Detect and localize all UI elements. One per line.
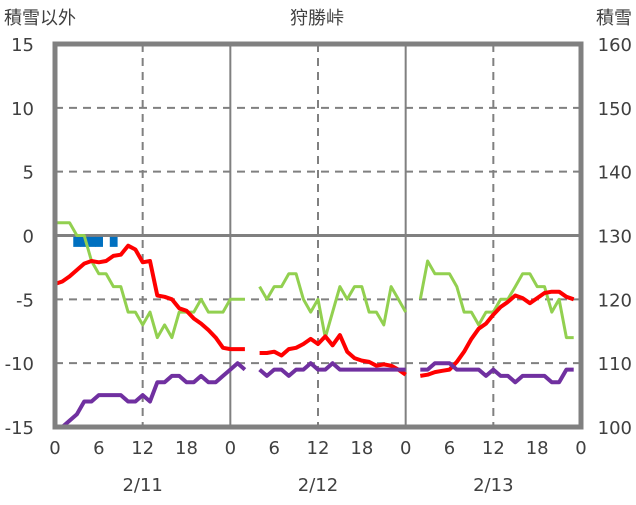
x-tick-label: 0 — [49, 438, 60, 459]
gridlines — [55, 44, 581, 427]
x-tick-label: 6 — [93, 438, 104, 459]
right-tick-label: 130 — [598, 227, 632, 248]
x-tick-label: 6 — [268, 438, 279, 459]
blue-marker — [73, 236, 82, 247]
x-tick-label: 18 — [526, 438, 549, 459]
left-tick-label: 10 — [11, 99, 34, 120]
right-tick-label: 150 — [598, 99, 632, 120]
x-tick-label: 0 — [575, 438, 586, 459]
x-tick-label: 0 — [400, 438, 411, 459]
plot-frame — [52, 41, 584, 430]
x-tick-label: 12 — [307, 438, 330, 459]
green-series-line — [418, 259, 574, 340]
x-tick-label: 6 — [444, 438, 455, 459]
right-tick-label: 140 — [598, 163, 632, 184]
series-layer — [54, 221, 575, 429]
left-tick-label: -10 — [5, 354, 34, 375]
red-series-line — [259, 333, 407, 377]
purple-series-line — [55, 361, 247, 429]
blue-marker — [109, 236, 118, 247]
left-tick-label: 0 — [23, 227, 34, 248]
x-tick-label: 18 — [175, 438, 198, 459]
date-label: 2/13 — [473, 475, 513, 496]
green-series-line — [55, 221, 245, 340]
blue-marker — [87, 236, 96, 247]
x-tick-label: 12 — [131, 438, 154, 459]
red-series-line — [419, 289, 575, 378]
red-series-line — [54, 243, 245, 352]
right-axis-title: 積雪 — [596, 8, 632, 29]
date-label: 2/11 — [122, 475, 162, 496]
right-tick-label: 100 — [598, 418, 632, 439]
right-tick-label: 120 — [598, 290, 632, 311]
chart-title: 狩勝峠 — [290, 8, 344, 29]
blue-marker — [95, 236, 103, 247]
right-tick-label: 110 — [598, 354, 632, 375]
green-series-line — [258, 272, 408, 340]
x-tick-label: 12 — [482, 438, 505, 459]
left-axis-title: 積雪以外 — [4, 8, 76, 29]
left-tick-label: 5 — [23, 163, 34, 184]
purple-series-line — [420, 361, 574, 385]
x-tick-label: 0 — [225, 438, 236, 459]
left-tick-label: 15 — [11, 35, 34, 56]
left-tick-label: -5 — [16, 290, 34, 311]
purple-series-line — [258, 361, 406, 378]
left-tick-label: -15 — [5, 418, 34, 439]
date-label: 2/12 — [298, 475, 338, 496]
right-tick-label: 160 — [598, 35, 632, 56]
x-tick-label: 18 — [350, 438, 373, 459]
